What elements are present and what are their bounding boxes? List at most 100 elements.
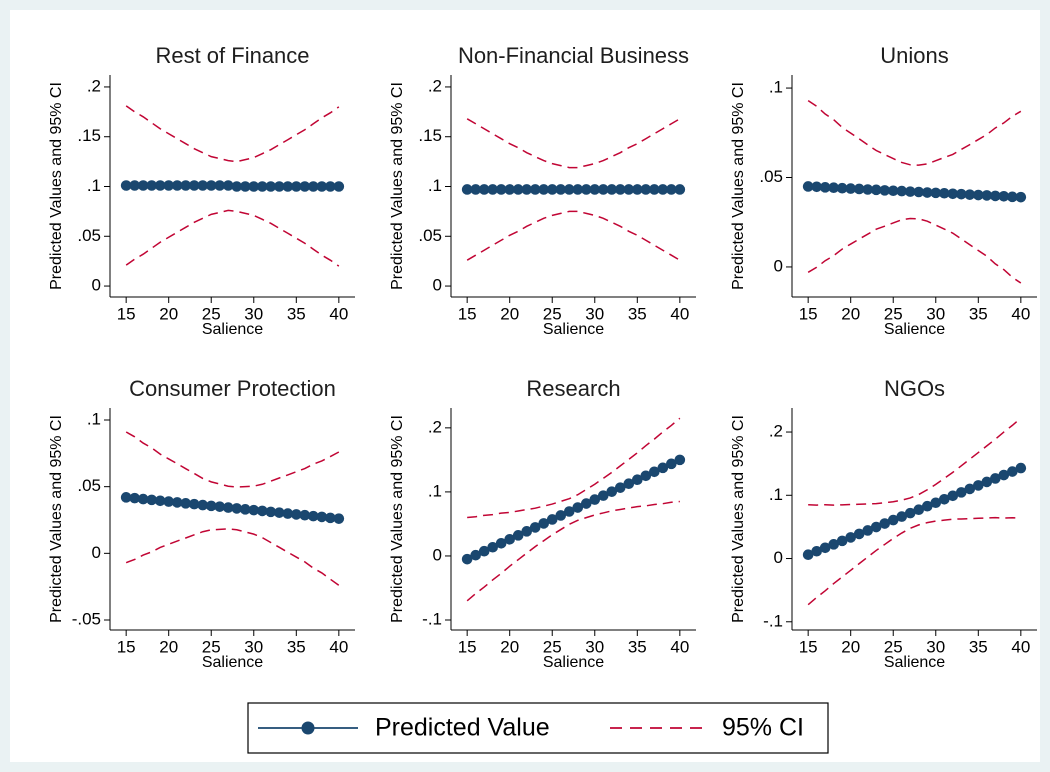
- predicted-point: [572, 184, 584, 195]
- predicted-point: [623, 184, 635, 195]
- predicted-point: [674, 454, 686, 466]
- y-tick-label: 0: [433, 545, 442, 564]
- x-axis-label: Salience: [543, 321, 604, 338]
- predicted-point: [555, 184, 567, 195]
- predicted-point: [930, 187, 942, 199]
- predicted-point: [811, 545, 822, 557]
- x-tick-label: 40: [670, 304, 689, 323]
- predicted-point: [649, 184, 660, 195]
- predicted-point: [239, 504, 251, 515]
- x-tick-label: 35: [969, 637, 988, 656]
- predicted-point: [461, 184, 473, 195]
- x-tick-label: 35: [628, 304, 647, 323]
- predicted-point: [955, 188, 967, 200]
- predicted-point: [580, 184, 592, 195]
- x-tick-label: 15: [799, 637, 818, 656]
- predicted-point: [171, 497, 183, 508]
- x-tick-label: 15: [799, 304, 818, 323]
- y-tick-label: .15: [418, 126, 442, 145]
- panel-title: Unions: [880, 43, 948, 68]
- predicted-point: [214, 501, 226, 512]
- x-tick-label: 40: [1011, 637, 1030, 656]
- predicted-point: [137, 180, 149, 191]
- predicted-point: [845, 183, 856, 194]
- y-tick-label: .1: [428, 176, 442, 195]
- predicted-point: [308, 510, 319, 522]
- predicted-point: [921, 500, 933, 512]
- predicted-point: [580, 498, 592, 509]
- predicted-point: [163, 180, 174, 191]
- predicted-point: [273, 181, 285, 192]
- x-tick-label: 40: [670, 637, 689, 656]
- y-tick-label: .15: [77, 126, 101, 145]
- predicted-point: [896, 185, 908, 197]
- y-tick-label: .1: [769, 485, 783, 504]
- predicted-point: [887, 514, 899, 526]
- y-tick-label: .1: [428, 481, 442, 500]
- y-tick-label: 0: [92, 543, 101, 562]
- ci-line: [466, 210, 681, 261]
- ci-line: [125, 528, 340, 586]
- predicted-point: [674, 184, 686, 195]
- predicted-point: [291, 509, 302, 520]
- legend-swatch-marker: [301, 721, 315, 735]
- predicted-point: [632, 184, 643, 195]
- y-axis-label: Predicted Values and 95% CI: [48, 82, 65, 290]
- predicted-point: [163, 496, 174, 507]
- predicted-point: [461, 553, 473, 565]
- y-tick-label: 0: [433, 276, 442, 295]
- predicted-point: [129, 180, 140, 191]
- ci-line: [125, 105, 340, 163]
- x-axis-label: Salience: [543, 654, 604, 671]
- predicted-point: [938, 493, 950, 505]
- y-tick-label: .1: [87, 176, 101, 195]
- predicted-point: [819, 182, 831, 193]
- x-tick-label: 30: [926, 304, 945, 323]
- ci-line: [807, 217, 1022, 284]
- x-tick-label: 15: [458, 304, 477, 323]
- predicted-point: [299, 181, 311, 192]
- predicted-point: [333, 181, 345, 192]
- panel-title: Rest of Finance: [155, 43, 309, 68]
- predicted-point: [640, 184, 652, 195]
- predicted-point: [563, 184, 575, 195]
- predicted-point: [188, 180, 200, 191]
- y-axis-label: Predicted Values and 95% CI: [48, 415, 65, 623]
- predicted-point: [180, 180, 192, 191]
- predicted-point: [120, 492, 132, 503]
- predicted-point: [862, 525, 874, 536]
- predicted-point: [879, 185, 891, 196]
- x-tick-label: 30: [244, 637, 263, 656]
- ci-line: [466, 118, 681, 169]
- predicted-point: [265, 181, 277, 192]
- predicted-point: [802, 549, 814, 561]
- predicted-point: [282, 508, 294, 519]
- predicted-point: [904, 507, 916, 519]
- x-tick-label: 20: [841, 637, 860, 656]
- x-axis-label: Salience: [202, 654, 263, 671]
- predicted-point: [981, 476, 993, 488]
- x-tick-label: 20: [159, 637, 178, 656]
- predicted-point: [597, 490, 609, 501]
- ci-line: [466, 500, 680, 602]
- predicted-point: [248, 181, 260, 192]
- x-tick-label: 40: [329, 637, 348, 656]
- predicted-point: [265, 506, 277, 518]
- x-tick-label: 35: [628, 637, 647, 656]
- predicted-point: [981, 190, 993, 201]
- y-axis-label: Predicted Values and 95% CI: [389, 82, 406, 290]
- predicted-point: [802, 181, 814, 192]
- x-tick-label: 30: [585, 637, 604, 656]
- predicted-point: [521, 526, 533, 537]
- legend-label: 95% CI: [722, 714, 804, 742]
- panel-title: Research: [526, 376, 620, 401]
- predicted-point: [597, 184, 609, 195]
- predicted-point: [222, 180, 234, 191]
- panel-title: Consumer Protection: [129, 376, 336, 401]
- predicted-point: [998, 190, 1010, 202]
- x-axis-label: Salience: [884, 654, 945, 671]
- predicted-point: [146, 494, 157, 506]
- predicted-point: [470, 549, 481, 561]
- predicted-point: [589, 494, 601, 505]
- x-tick-label: 20: [159, 304, 178, 323]
